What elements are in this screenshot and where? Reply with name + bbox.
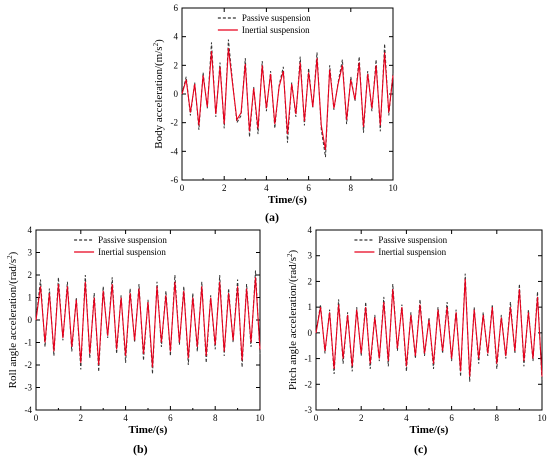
series-line-inertial [315, 278, 543, 377]
y-tick-label: -2 [25, 360, 33, 370]
legend-label: Passive suspension [242, 13, 311, 23]
y-tick-label: 4 [174, 32, 179, 42]
y-tick-label: 1 [28, 293, 33, 303]
legend-label: Inertial suspension [98, 247, 166, 257]
x-tick-label: 2 [359, 413, 364, 423]
x-tick-label: 6 [449, 413, 454, 423]
series-line-inertial [181, 48, 394, 150]
y-tick-label: -3 [305, 405, 313, 415]
series-line-passive [35, 270, 261, 375]
x-tick-label: 0 [34, 413, 39, 423]
x-tick-label: 0 [180, 183, 185, 193]
x-tick-label: 8 [495, 413, 500, 423]
y-tick-label: -1 [305, 354, 313, 364]
y-tick-label: 3 [308, 251, 313, 261]
x-axis-label: Time/(s) [410, 424, 449, 436]
chart-group-b: 0 2 4 6 8 10 -4 -3 -2 -1 0 1 2 3 4 Passive suspension In… [6, 225, 265, 436]
chart-group-c: 0 2 4 6 8 10 -3 -2 -1 0 1 2 3 4 Passive suspension Iner… [286, 225, 547, 436]
panel-label-c: (c) [414, 442, 428, 456]
series-line-inertial [35, 277, 261, 368]
y-tick-label: -4 [171, 146, 179, 156]
x-tick-label: 4 [123, 413, 128, 423]
y-tick-label: 0 [174, 89, 179, 99]
y-axis-label: Pitch angle acceleration/(rad/s2) [286, 250, 299, 391]
series-line-passive [181, 39, 394, 158]
y-tick-label: 2 [308, 276, 313, 286]
y-tick-label: -3 [25, 383, 33, 393]
panel-label-a: (a) [265, 210, 279, 224]
y-tick-label: -2 [305, 379, 313, 389]
y-axis-label: Roll angle acceleration/(rad/s2) [6, 251, 19, 388]
x-tick-label: 10 [389, 183, 399, 193]
x-tick-label: 2 [79, 413, 84, 423]
y-tick-label: 0 [28, 315, 33, 325]
y-tick-label: -1 [25, 338, 33, 348]
y-tick-label: -6 [171, 175, 179, 185]
y-tick-label: -2 [171, 118, 179, 128]
x-axis-label: Time/(s) [129, 424, 168, 436]
y-tick-label: -4 [25, 405, 33, 415]
x-tick-label: 4 [264, 183, 269, 193]
y-tick-label: 0 [308, 328, 313, 338]
x-tick-label: 4 [404, 413, 409, 423]
x-tick-label: 8 [213, 413, 218, 423]
y-tick-label: 3 [28, 248, 33, 258]
panel-label-b: (b) [133, 442, 148, 456]
y-tick-label: 1 [308, 302, 313, 312]
y-tick-label: 4 [28, 225, 33, 235]
x-tick-label: 10 [256, 413, 266, 423]
x-axis-label: Time/(s) [268, 194, 307, 206]
x-tick-label: 2 [222, 183, 227, 193]
y-tick-label: 6 [174, 3, 179, 13]
y-axis-label: Body acceleration/(m/s2) [152, 39, 165, 149]
legend-label: Inertial suspension [378, 247, 446, 257]
y-tick-label: 2 [28, 270, 33, 280]
x-tick-label: 8 [349, 183, 354, 193]
y-tick-label: 4 [308, 225, 313, 235]
y-tick-label: 2 [174, 60, 179, 70]
legend-label: Inertial suspension [242, 25, 310, 35]
x-tick-label: 6 [306, 183, 311, 193]
x-tick-label: 0 [314, 413, 319, 423]
legend-label: Passive suspension [98, 235, 167, 245]
chart-group-a: 0 2 4 6 8 10 -6 -4 -2 0 2 4 6 Passive suspension Inert… [152, 3, 398, 206]
x-tick-label: 10 [538, 413, 548, 423]
x-tick-label: 6 [168, 413, 173, 423]
legend-label: Passive suspension [378, 235, 447, 245]
